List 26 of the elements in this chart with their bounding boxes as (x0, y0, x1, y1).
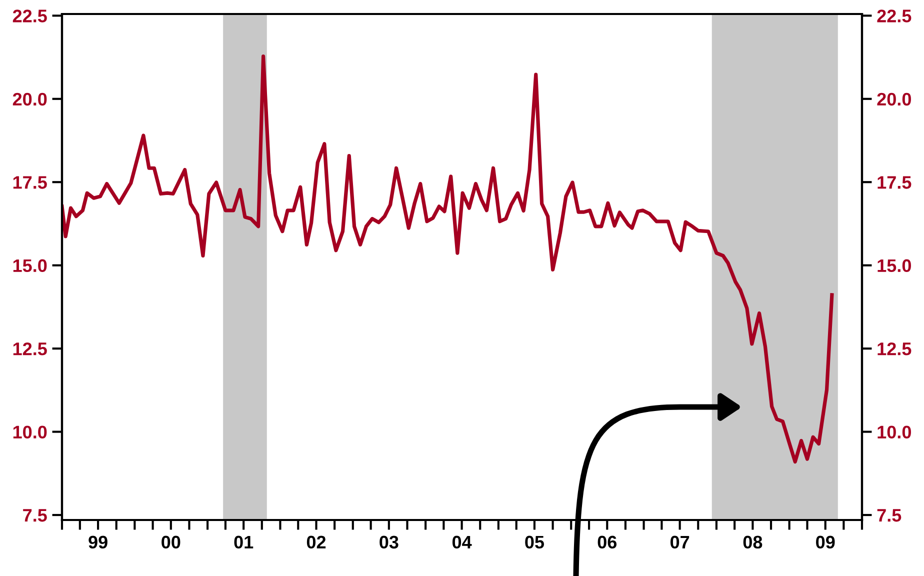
y2-tick-label: 17.5 (878, 176, 912, 189)
y2-tick-label: 10.0 (878, 426, 911, 439)
y2-tick-label: 7.5 (877, 509, 902, 522)
y-tick-label: 22.5 (12, 10, 47, 22)
x-tick-label: 07 (670, 536, 690, 549)
y-tick-label: 15.0 (13, 259, 47, 272)
y2-tick-label: 20.0 (877, 92, 911, 106)
x-tick-label: 03 (380, 536, 398, 549)
x-tick-label: 99 (88, 536, 108, 549)
x-tick-label: 06 (598, 536, 617, 549)
line-series (62, 54, 834, 464)
y2-tick-label: 15.0 (878, 259, 911, 272)
y-tick-label: 17.5 (13, 176, 47, 189)
y-tick-label: 7.5 (23, 509, 47, 522)
x-tick-label: 08 (743, 536, 762, 549)
y-tick-label: 20.0 (12, 92, 47, 106)
y-tick-label: 12.5 (13, 342, 47, 356)
x-tick-label: 01 (234, 536, 254, 549)
x-tick-label: 02 (306, 536, 326, 549)
y2-tick-label: 12.5 (878, 342, 912, 356)
x-tick-label: 00 (162, 536, 180, 549)
x-tick-label: 05 (525, 536, 544, 549)
x-tick-label: 09 (816, 536, 835, 549)
x-tick-label: 04 (452, 536, 472, 549)
y2-tick-label: 22.5 (877, 10, 912, 22)
y-tick-label: 10.0 (13, 426, 47, 439)
